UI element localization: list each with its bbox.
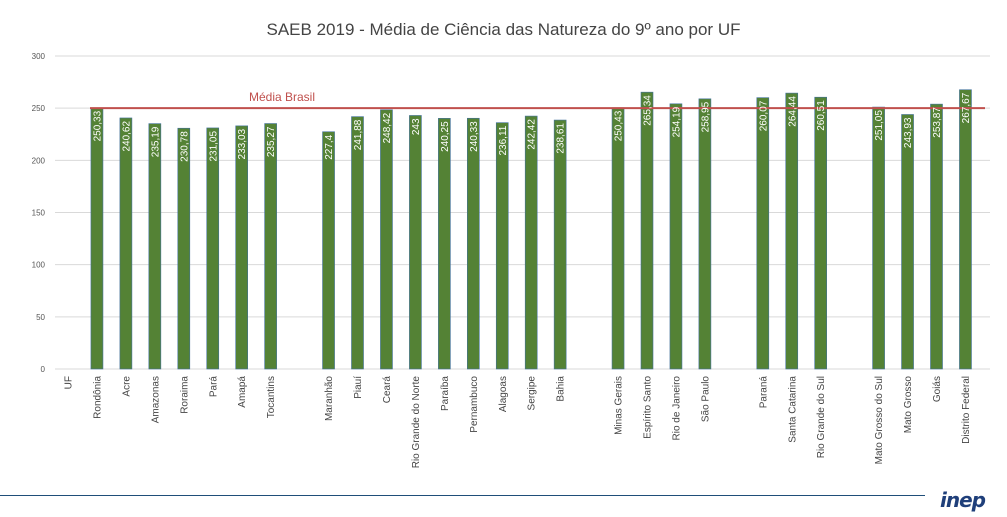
x-tick-label: Mato Grosso (903, 376, 914, 434)
chart-title: SAEB 2019 - Média de Ciência das Naturez… (266, 20, 741, 39)
bar (814, 96, 828, 370)
x-tick-label: Pará (208, 376, 219, 398)
bar (380, 109, 393, 370)
data-label: 251,05 (874, 110, 885, 141)
x-tick-label: Maranhão (324, 376, 335, 421)
inep-logo: inep (940, 488, 986, 512)
x-tick-label: Rio Grande do Norte (411, 376, 422, 469)
x-tick-label: Distrito Federal (961, 376, 972, 444)
bar (698, 98, 712, 370)
bar (119, 117, 133, 370)
data-label: 260,51 (816, 100, 827, 131)
bar (524, 115, 538, 370)
data-label: 235,19 (150, 126, 161, 157)
x-tick-label: Mato Grosso do Sul (874, 376, 885, 464)
x-tick-label: Rio de Janeiro (671, 376, 682, 441)
bar (264, 123, 277, 370)
x-tick-label: Paraná (758, 376, 769, 409)
x-tick-label: Rio Grande do Sul (816, 376, 827, 458)
data-label: 242,42 (527, 119, 538, 150)
x-tick-label: Paraíba (440, 376, 451, 411)
x-tick-label: Pernambuco (469, 376, 480, 433)
data-label: 250,43 (614, 110, 625, 141)
x-tick-label: Bahia (556, 376, 567, 402)
x-tick-label: Ceará (382, 376, 393, 404)
data-label: 258,95 (700, 101, 711, 132)
data-label: 243,93 (903, 117, 914, 148)
bar (409, 115, 422, 370)
bar (553, 119, 567, 370)
bar (206, 127, 220, 370)
x-tick-label: Rondônia (92, 376, 103, 419)
y-tick-label: 250 (32, 104, 46, 113)
x-tick-label: Tocantins (266, 376, 277, 418)
data-label: 230,78 (179, 131, 190, 162)
data-label: 240,33 (469, 121, 480, 152)
y-tick-label: 200 (32, 156, 46, 165)
bar (322, 131, 335, 370)
bar (438, 118, 451, 370)
data-label: 254,19 (671, 106, 682, 137)
bar (785, 92, 799, 370)
x-tick-label: Espírito Santo (643, 376, 654, 439)
data-label: 240,25 (440, 121, 451, 152)
bar (669, 103, 683, 370)
data-label: 241,88 (353, 119, 364, 150)
reference-line-label: Média Brasil (249, 90, 315, 104)
bar (90, 107, 104, 370)
y-tick-label: 100 (32, 261, 46, 270)
x-tick-label: UF (64, 376, 75, 389)
bar (351, 116, 364, 370)
x-tick-label: Santa Catarina (787, 376, 798, 443)
y-tick-label: 50 (36, 313, 45, 322)
bar (901, 114, 914, 370)
data-label: 233,03 (237, 128, 248, 159)
bar (756, 97, 770, 370)
y-tick-label: 300 (32, 52, 46, 61)
data-label: 227,4 (324, 134, 335, 159)
data-label: 250,33 (92, 110, 103, 141)
bar (872, 106, 885, 370)
data-label: 253,87 (932, 107, 943, 138)
data-label: 238,61 (556, 123, 567, 154)
x-tick-label: Piauí (353, 376, 364, 399)
bar (959, 89, 972, 370)
data-label: 265,34 (643, 95, 654, 126)
data-label: 243 (411, 118, 422, 135)
x-tick-label: São Paulo (700, 376, 711, 423)
x-tick-label: Amazonas (150, 376, 161, 423)
bar (640, 91, 654, 370)
bar (930, 103, 943, 370)
footer-divider (0, 495, 925, 496)
data-label: 240,62 (121, 121, 132, 152)
data-label: 231,05 (208, 131, 219, 162)
bar (235, 125, 248, 370)
y-tick-label: 0 (41, 365, 46, 374)
x-tick-label: Minas Gerais (614, 376, 625, 435)
bar (495, 122, 509, 370)
bar (148, 123, 162, 370)
bar (177, 127, 191, 370)
x-tick-label: Acre (121, 376, 132, 397)
data-label: 267,67 (961, 92, 972, 123)
x-tick-label: Roraima (179, 376, 190, 414)
x-tick-label: Amapá (237, 376, 248, 408)
bar (466, 117, 480, 370)
bar (611, 107, 625, 370)
x-tick-label: Goiás (932, 376, 943, 402)
data-label: 248,42 (382, 112, 393, 143)
x-tick-label: Alagoas (498, 376, 509, 412)
data-label: 235,27 (266, 126, 277, 157)
y-tick-label: 150 (32, 209, 46, 218)
data-label: 260,07 (758, 100, 769, 131)
data-label: 236,11 (498, 125, 509, 155)
data-label: 264,44 (787, 96, 798, 127)
x-tick-label: Sergipe (527, 376, 538, 411)
